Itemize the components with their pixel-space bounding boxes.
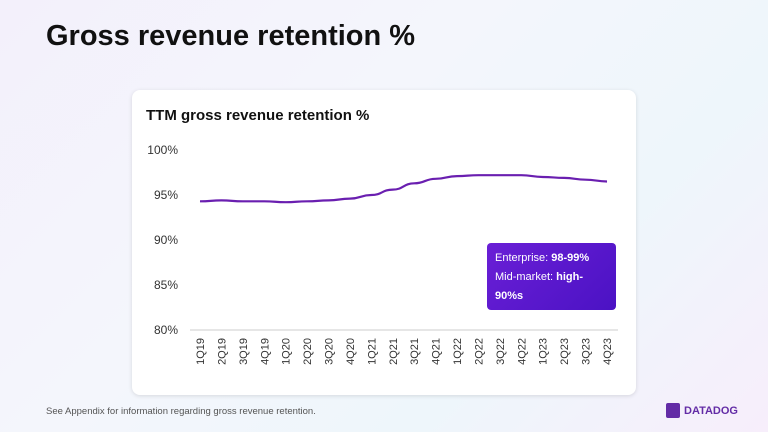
x-tick-label: 1Q19 <box>195 338 207 365</box>
y-tick-label: 90% <box>154 233 178 247</box>
y-tick-label: 85% <box>154 278 178 292</box>
y-tick-label: 95% <box>154 188 178 202</box>
segment-callout: Enterprise: 98-99% Mid-market: high-90%s… <box>487 243 616 321</box>
line-chart: 80% 85% 90% 95% 100% 1Q19 2Q19 3Q19 4Q19 1Q20 2Q20… <box>147 143 618 365</box>
x-tick-label: 3Q19 <box>238 338 250 365</box>
x-tick-label: 1Q21 <box>366 338 378 365</box>
x-tick-label: 1Q20 <box>281 338 293 365</box>
x-tick-label: 2Q21 <box>388 338 400 365</box>
datadog-logo: DATADOG <box>666 403 738 418</box>
footnote: See Appendix for information regarding g… <box>46 406 316 417</box>
x-tick-label: 2Q22 <box>473 338 485 365</box>
x-tick-label: 4Q23 <box>602 338 614 365</box>
x-tick-label: 2Q19 <box>216 338 228 365</box>
x-tick-label: 2Q20 <box>302 338 314 365</box>
retention-line <box>199 174 608 204</box>
x-tick-label: 3Q21 <box>409 338 421 365</box>
x-tick-label: 1Q23 <box>538 338 550 365</box>
callout-line-midmarket: Mid-market: high-90%s <box>495 271 584 302</box>
x-tick-label: 2Q23 <box>559 338 571 365</box>
chart-card: TTM gross revenue retention % 80% 85% 90% 9… <box>132 90 636 395</box>
slide-title: Gross revenue retention % <box>46 20 416 52</box>
x-tick-label: 4Q21 <box>431 338 443 365</box>
y-tick-label: 80% <box>154 323 178 337</box>
dog-icon <box>666 403 680 418</box>
callout-line-smb: SMB: mid-90%s <box>495 309 577 321</box>
x-tick-label: 3Q22 <box>495 338 507 365</box>
x-tick-label: 3Q23 <box>581 338 593 365</box>
x-tick-label: 4Q19 <box>259 338 271 365</box>
x-tick-label: 4Q22 <box>516 338 528 365</box>
x-tick-label: 4Q20 <box>345 338 357 365</box>
chart-title: TTM gross revenue retention % <box>146 107 370 124</box>
x-tick-label: 3Q20 <box>324 338 336 365</box>
y-tick-label: 100% <box>147 143 178 157</box>
x-tick-label: 1Q22 <box>452 338 464 365</box>
callout-line-enterprise: Enterprise: 98-99% <box>495 252 590 264</box>
